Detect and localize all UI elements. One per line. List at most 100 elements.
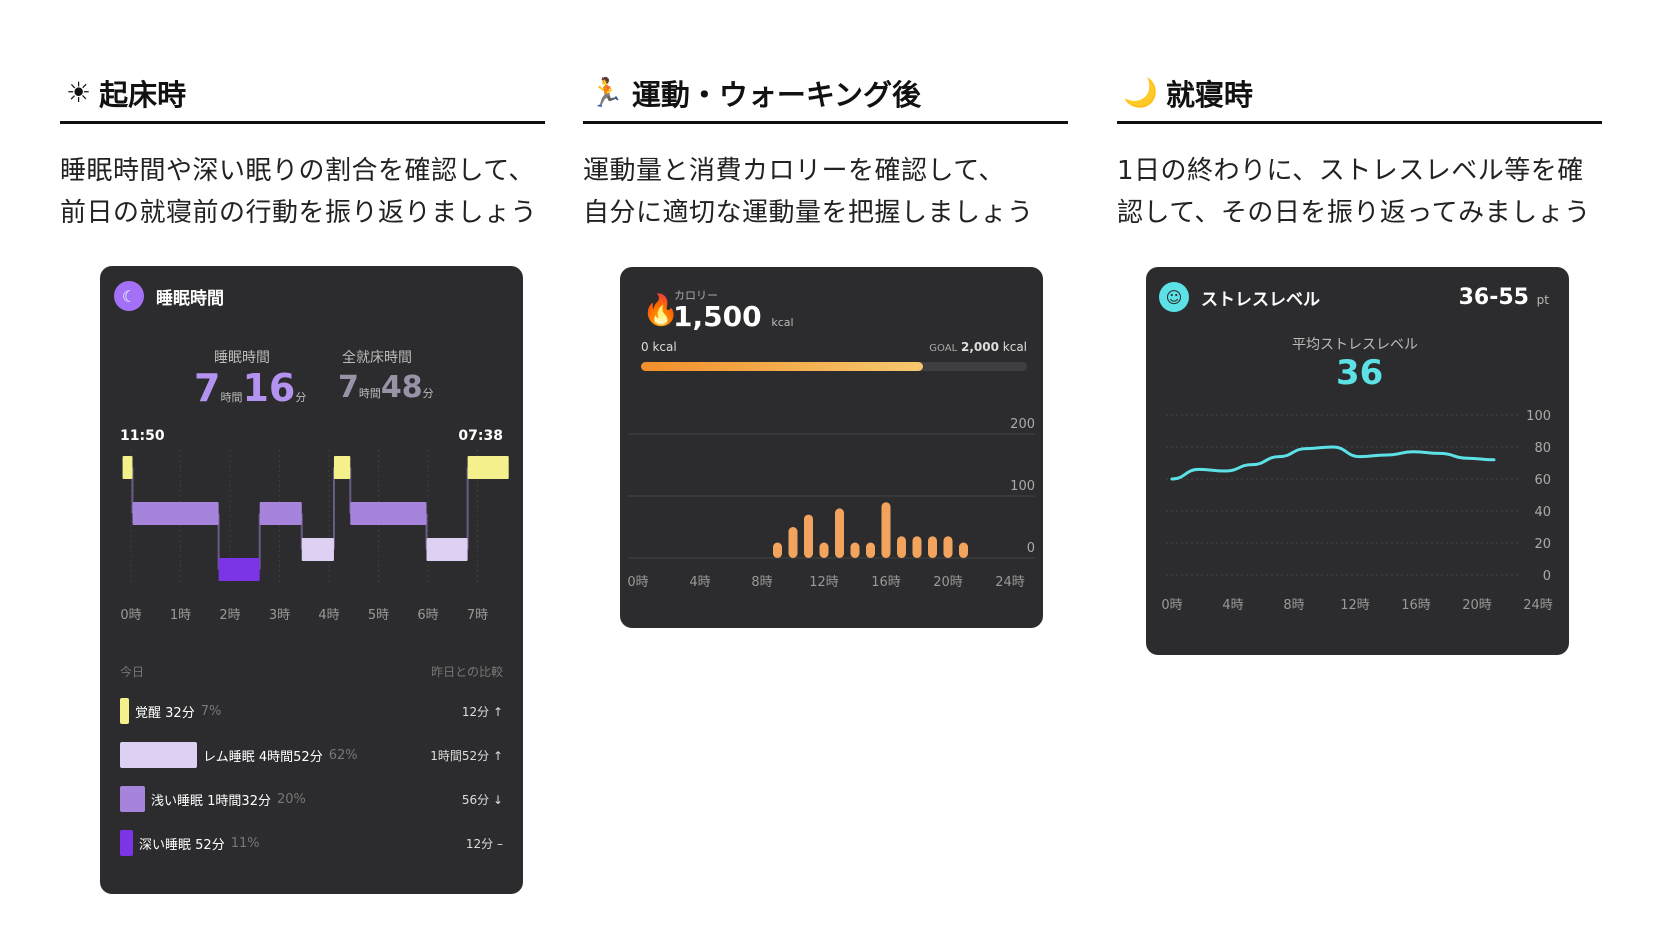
x-tick-label: 8時 bbox=[1283, 598, 1304, 613]
calorie-card[interactable]: 0 100 200 0時 4時 8時 12時 16時 20時 24時 🔥 カロリー 1,500 k… bbox=[620, 267, 1043, 628]
minutes-value: 48 bbox=[380, 370, 423, 405]
x-tick-label: 16時 bbox=[1401, 598, 1431, 613]
sleep-stage-segment bbox=[350, 502, 427, 525]
y-tick-label: 0 bbox=[1543, 569, 1551, 584]
x-tick-label: 0時 bbox=[1161, 598, 1182, 613]
legend-compare: 1時間52分 ↑ bbox=[430, 748, 503, 763]
stress-card[interactable]: 0 20 40 60 80 100 0時 4時 8時 12時 16時 20時 24時 ☺ ストレスレベル… bbox=[1146, 267, 1569, 655]
sleep-card[interactable]: 0時 1時 2時 3時 4時 5時 6時 7時 ☾ 睡眠時間 睡眠時間 7時間16分 全就床時… bbox=[100, 266, 523, 894]
x-tick-label: 4時 bbox=[1222, 598, 1243, 613]
legend-compare: 12分 ↑ bbox=[461, 704, 503, 719]
sleep-stage-segment bbox=[333, 456, 351, 479]
legend-percent: 20% bbox=[276, 791, 306, 807]
section-description: 睡眠時間や深い眠りの割合を確認して、 前日の就寝前の行動を振り返りましょう bbox=[60, 150, 545, 234]
calorie-bar-chart: 0 100 200 0時 4時 8時 12時 16時 20時 24時 bbox=[627, 417, 1035, 590]
calorie-bar bbox=[897, 536, 906, 558]
calorie-unit: kcal bbox=[771, 316, 794, 329]
total-bed-label: 全就床時間 bbox=[342, 350, 412, 366]
sleep-card-header: ☾ 睡眠時間 bbox=[114, 281, 224, 311]
calorie-bar bbox=[850, 542, 860, 558]
x-tick-label: 12時 bbox=[1340, 598, 1370, 613]
x-tick-label: 20時 bbox=[1462, 598, 1492, 613]
stress-range-value: 36-55 bbox=[1458, 285, 1529, 310]
calorie-bar bbox=[881, 502, 891, 558]
calorie-bar bbox=[835, 508, 844, 558]
stress-range-unit: pt bbox=[1536, 293, 1549, 307]
deep-sleep-swatch bbox=[120, 830, 133, 856]
description-line: 1日の終わりに、ストレスレベル等を確 bbox=[1117, 156, 1584, 186]
stress-series-line bbox=[1170, 445, 1496, 481]
sleep-stage-segment bbox=[301, 538, 334, 561]
calorie-goal-label: GOAL 2,000 kcal bbox=[929, 340, 1027, 354]
goal-prefix: GOAL bbox=[929, 343, 958, 354]
sleep-duration-label: 睡眠時間 bbox=[214, 350, 270, 366]
x-tick-label: 20時 bbox=[933, 575, 963, 590]
compare-label: 昨日との比較 bbox=[431, 665, 503, 679]
legend-compare: 12分 – bbox=[465, 836, 503, 851]
section-title-text: 運動・ウォーキング後 bbox=[631, 77, 922, 112]
x-tick-label: 4時 bbox=[689, 575, 710, 590]
y-tick-label: 200 bbox=[1010, 417, 1035, 432]
legend-compare: 56分 ↓ bbox=[461, 792, 503, 807]
average-stress-label: 平均ストレスレベル bbox=[1292, 337, 1418, 353]
legend-percent: 62% bbox=[328, 747, 358, 763]
legend-duration: 1時間32分 bbox=[207, 793, 271, 809]
calorie-bar bbox=[788, 527, 798, 558]
section-description: 運動量と消費カロリーを確認して、 自分に適切な運動量を把握しましょう bbox=[583, 150, 1068, 234]
section-title: ☀ 起床時 bbox=[60, 72, 545, 124]
today-label: 今日 bbox=[120, 665, 145, 679]
section-wakeup: ☀ 起床時 睡眠時間や深い眠りの割合を確認して、 前日の就寝前の行動を振り返りま… bbox=[60, 72, 545, 234]
calorie-progress-fill bbox=[641, 362, 923, 371]
x-tick-label: 5時 bbox=[368, 608, 389, 623]
section-title-text: 就寝時 bbox=[1165, 77, 1253, 112]
stress-card-header: ☺ ストレスレベル bbox=[1159, 282, 1320, 312]
sun-icon: ☀ bbox=[66, 75, 92, 109]
description-line: 前日の就寝前の行動を振り返りましょう bbox=[60, 198, 538, 228]
section-description: 1日の終わりに、ストレスレベル等を確 認して、その日を振り返ってみましょう bbox=[1117, 150, 1602, 234]
calorie-bar bbox=[819, 542, 829, 558]
x-tick-label: 16時 bbox=[871, 575, 901, 590]
legend-duration: 4時間52分 bbox=[258, 749, 323, 765]
legend-percent: 7% bbox=[200, 703, 222, 719]
minutes-value: 16 bbox=[242, 366, 296, 410]
moon-icon: ☾ bbox=[114, 281, 144, 311]
y-tick-label: 100 bbox=[1526, 409, 1551, 424]
stress-range: 36-55 pt bbox=[1459, 285, 1549, 310]
y-tick-label: 80 bbox=[1534, 441, 1551, 456]
smiley-face-icon: ☺ bbox=[1159, 282, 1189, 312]
calorie-bar bbox=[943, 536, 953, 558]
card-title: ストレスレベル bbox=[1201, 289, 1320, 310]
x-tick-label: 6時 bbox=[417, 608, 438, 623]
hours-value: 7 bbox=[194, 366, 221, 410]
description-line: 睡眠時間や深い眠りの割合を確認して、 bbox=[60, 156, 535, 186]
section-title-text: 起床時 bbox=[99, 77, 187, 112]
sleep-stage-segment bbox=[426, 538, 468, 561]
x-tick-label: 7時 bbox=[467, 608, 488, 623]
sleep-start-time: 11:50 bbox=[120, 428, 165, 444]
y-tick-label: 60 bbox=[1534, 473, 1551, 488]
x-tick-label: 24時 bbox=[1523, 598, 1553, 613]
y-tick-label: 100 bbox=[1010, 479, 1035, 494]
crescent-moon-icon: 🌙 bbox=[1123, 75, 1158, 109]
description-line: 運動量と消費カロリーを確認して、 bbox=[583, 156, 1005, 186]
section-title: 🌙 就寝時 bbox=[1117, 72, 1602, 124]
hours-unit: 時間 bbox=[220, 391, 243, 404]
runner-icon: 🏃 bbox=[589, 75, 624, 109]
calorie-bar bbox=[959, 542, 968, 558]
x-tick-label: 0時 bbox=[120, 608, 141, 623]
minutes-unit: 分 bbox=[422, 387, 434, 400]
section-title: 🏃 運動・ウォーキング後 bbox=[583, 72, 1068, 124]
minutes-unit: 分 bbox=[295, 391, 307, 404]
hours-unit: 時間 bbox=[358, 387, 381, 400]
legend-name: 深い睡眠 bbox=[139, 837, 192, 853]
wake-time: 07:38 bbox=[458, 428, 503, 444]
calorie-min-label: 0 kcal bbox=[641, 340, 677, 354]
calorie-progress-track bbox=[641, 362, 1027, 371]
sleep-stage-segment bbox=[132, 502, 219, 525]
y-tick-label: 20 bbox=[1534, 537, 1551, 552]
light-sleep-swatch bbox=[120, 786, 145, 812]
section-exercise: 🏃 運動・ウォーキング後 運動量と消費カロリーを確認して、 自分に適切な運動量を… bbox=[583, 72, 1068, 234]
sleep-duration-value: 7時間16分 bbox=[194, 366, 306, 410]
total-bed-value: 7時間48分 bbox=[338, 370, 434, 405]
calorie-bar bbox=[804, 514, 813, 558]
